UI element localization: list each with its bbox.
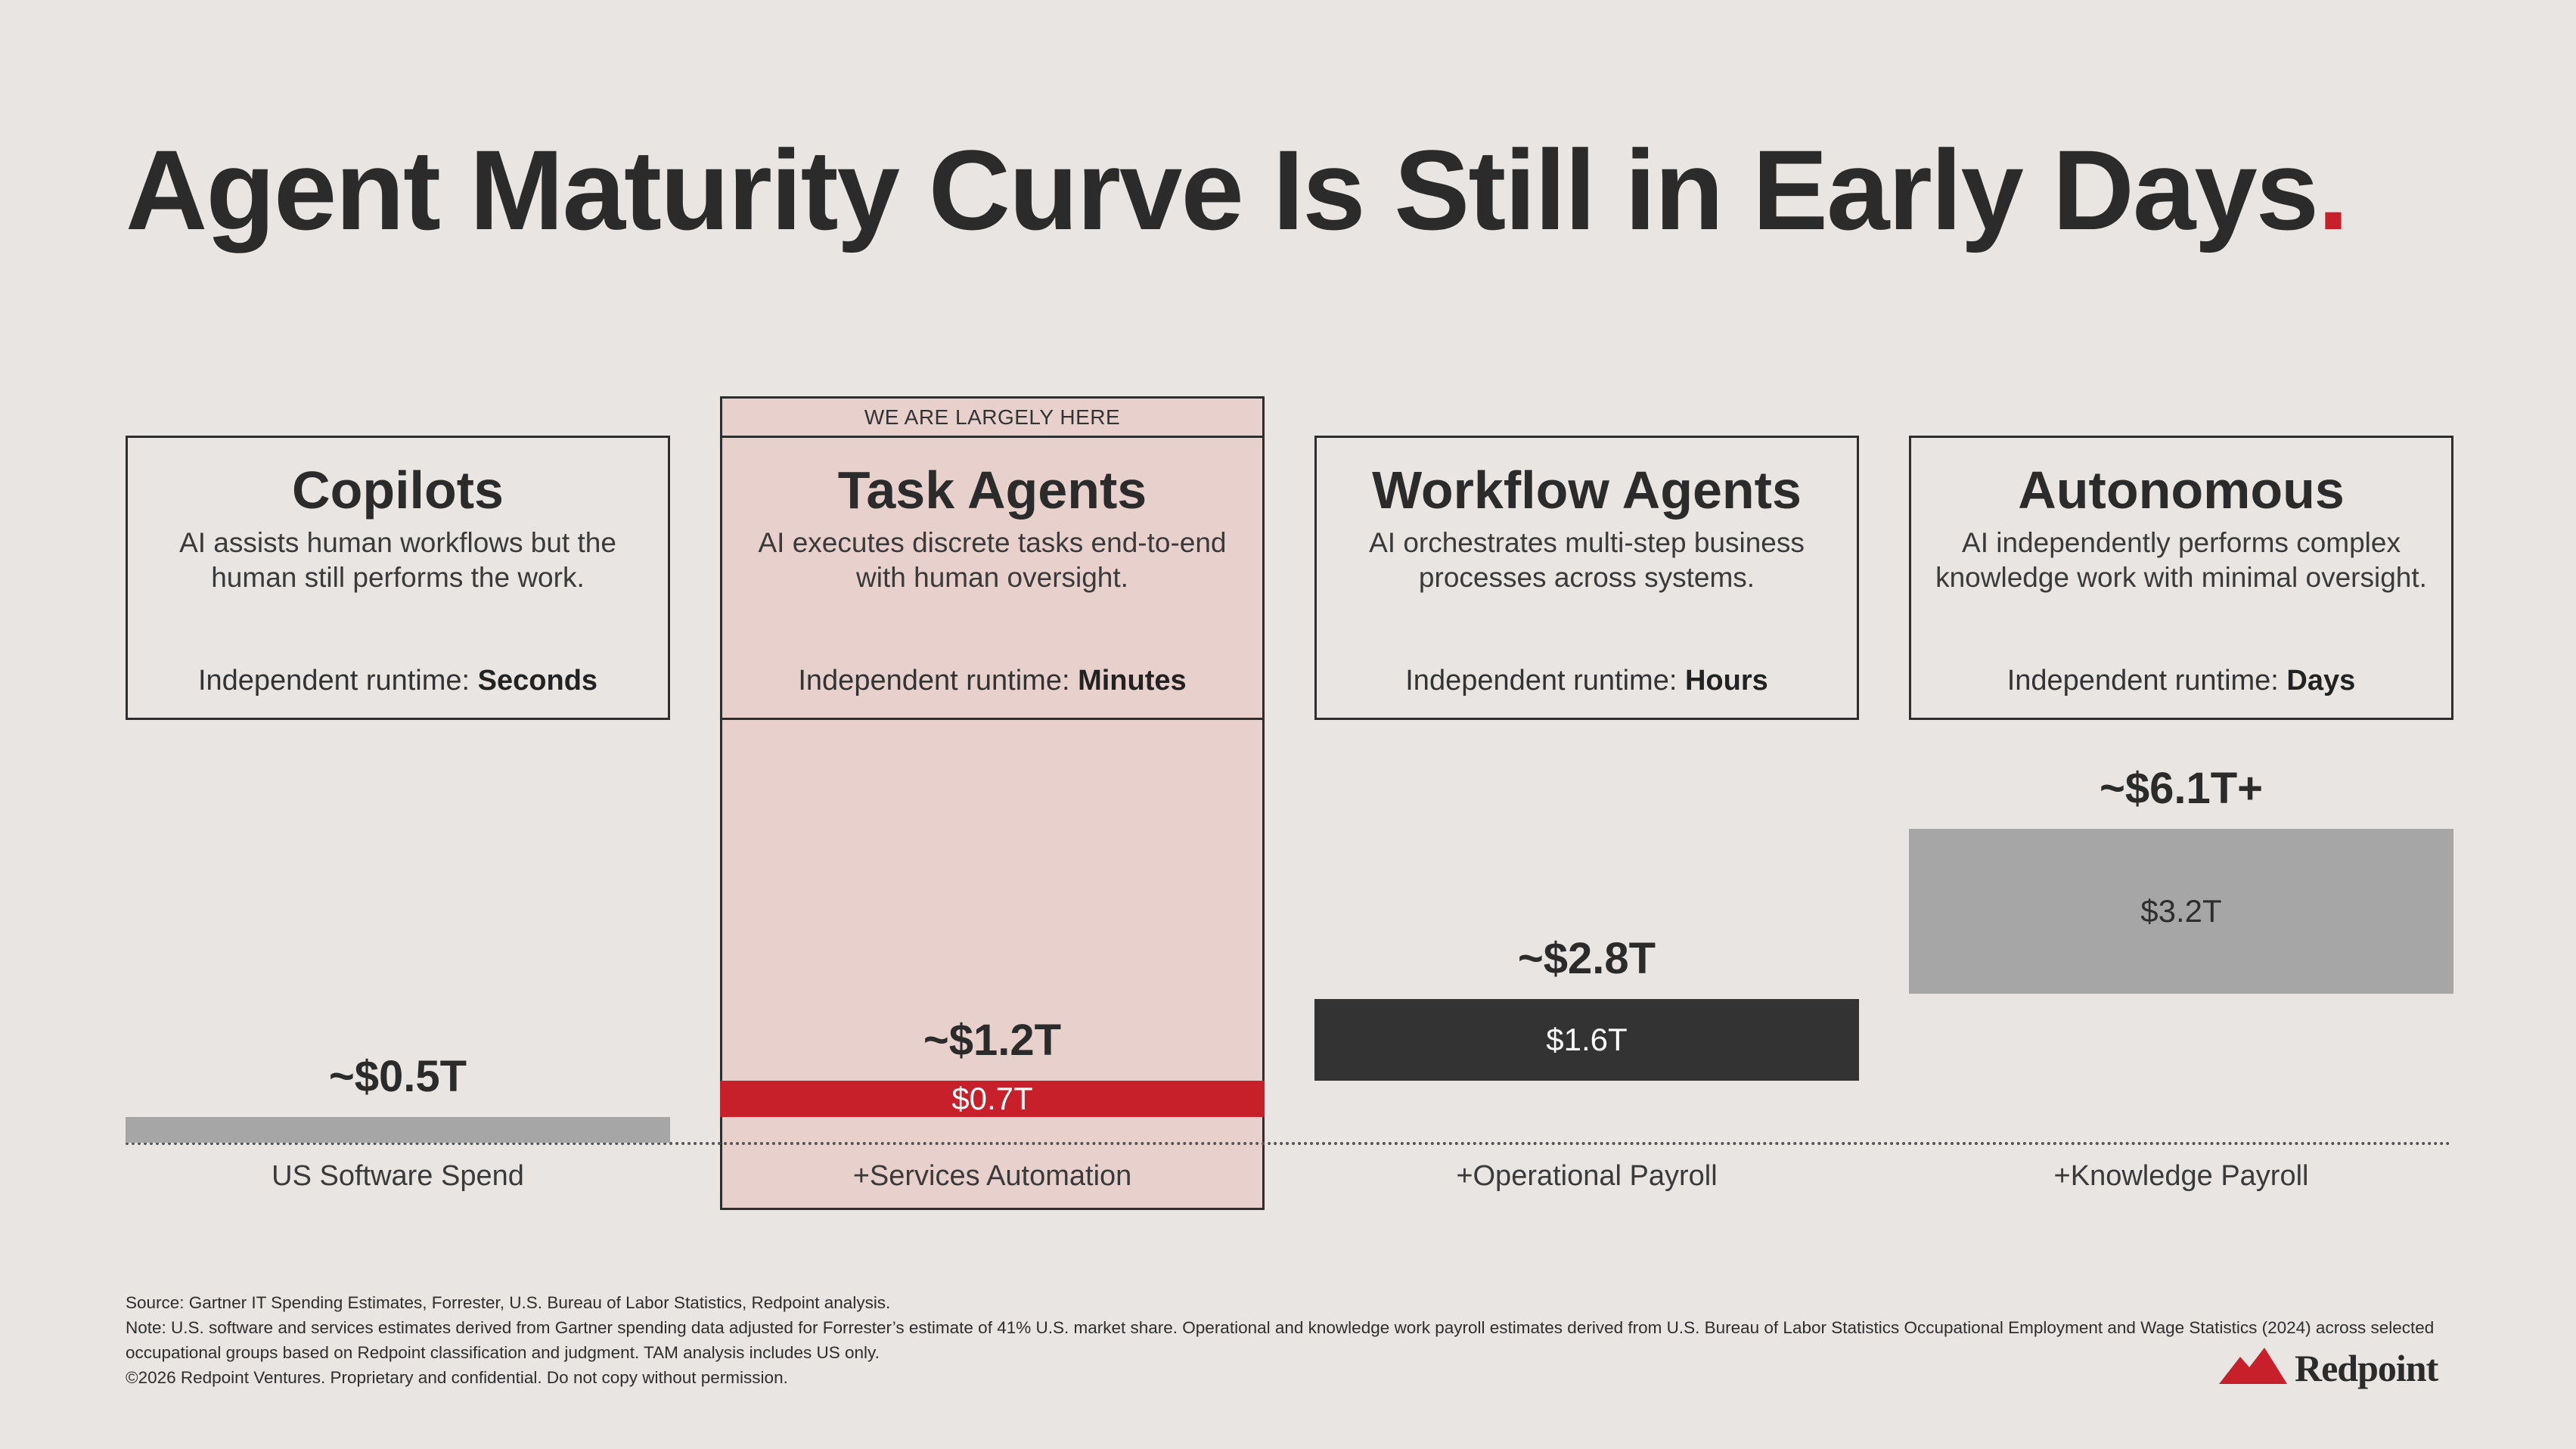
stage-card-copilots: Copilots AI assists human workflows but t… — [126, 436, 670, 720]
stage-description: AI assists human workflows but the human… — [179, 527, 616, 593]
footer-note: Note: U.S. software and services estimat… — [126, 1318, 2435, 1362]
footer-source: Source: Gartner IT Spending Estimates, F… — [126, 1293, 891, 1312]
total-label: ~$6.1T+ — [2099, 764, 2264, 814]
runtime-prefix: Independent runtime: — [2006, 665, 2287, 697]
bar-value-label: $1.6T — [1546, 1021, 1628, 1057]
runtime-prefix: Independent runtime: — [1405, 665, 1685, 697]
bar-segment-autonomous: $3.2T — [1909, 829, 2453, 994]
baseline-dotted — [126, 1142, 2452, 1145]
runtime-prefix: Independent runtime: — [197, 665, 478, 697]
logo-text: Redpoint — [2295, 1347, 2438, 1389]
stage-description: AI orchestrates multi-step business proc… — [1369, 527, 1805, 593]
mountain-icon — [2219, 1348, 2287, 1384]
current-stage-highlight: WE ARE LARGELY HERE — [720, 396, 1265, 1210]
runtime-value: Hours — [1684, 665, 1768, 697]
category-label: +Knowledge Payroll — [2053, 1160, 2309, 1192]
stage-runtime: Independent runtime: Minutes — [722, 666, 1262, 695]
bar-segment-task-agents: $0.7T — [720, 1081, 1265, 1117]
stage-title: Task Agents — [837, 461, 1147, 520]
footer-copyright: ©2026 Redpoint Ventures. Proprietary and… — [126, 1368, 788, 1387]
stage-card-autonomous: Autonomous AI independently performs comp… — [1909, 436, 2453, 720]
total-label: ~$2.8T — [1517, 933, 1656, 983]
page-title: Agent Maturity Curve Is Still in Early D… — [126, 126, 2349, 253]
total-label: ~$0.5T — [328, 1052, 467, 1101]
category-label: +Services Automation — [852, 1160, 1132, 1192]
current-stage-banner: WE ARE LARGELY HERE — [722, 399, 1262, 438]
stage-card-workflow-agents: Workflow Agents AI orchestrates multi-ste… — [1314, 436, 1859, 720]
title-dot: . — [2317, 126, 2349, 253]
category-label: US Software Spend — [272, 1160, 524, 1192]
runtime-value: Minutes — [1078, 665, 1187, 697]
stage-title: Autonomous — [2018, 461, 2345, 520]
stage-description: AI executes discrete tasks end-to-end wi… — [758, 527, 1227, 593]
stage-runtime: Independent runtime: Seconds — [128, 666, 668, 695]
category-label: +Operational Payroll — [1456, 1160, 1718, 1192]
bar-segment-copilots — [126, 1117, 670, 1143]
stage-title: Workflow Agents — [1372, 461, 1802, 520]
runtime-prefix: Independent runtime: — [798, 665, 1079, 697]
total-label: ~$1.2T — [923, 1016, 1062, 1066]
stage-title: Copilots — [292, 461, 504, 520]
runtime-value: Seconds — [477, 665, 598, 697]
footer: Source: Gartner IT Spending Estimates, F… — [126, 1290, 2440, 1390]
bar-value-label: $0.7T — [951, 1081, 1033, 1117]
runtime-value: Days — [2286, 665, 2356, 697]
redpoint-logo: Redpoint — [2219, 1348, 2453, 1390]
stage-description: AI independently performs complex knowle… — [1935, 527, 2427, 593]
bar-segment-workflow-agents: $1.6T — [1314, 998, 1859, 1081]
stage-card-task-agents: Task Agents AI executes discrete tasks en… — [720, 436, 1265, 720]
stage-runtime: Independent runtime: Hours — [1317, 666, 1857, 695]
bar-value-label: $3.2T — [2140, 892, 2222, 929]
stage-runtime: Independent runtime: Days — [1911, 666, 2451, 695]
